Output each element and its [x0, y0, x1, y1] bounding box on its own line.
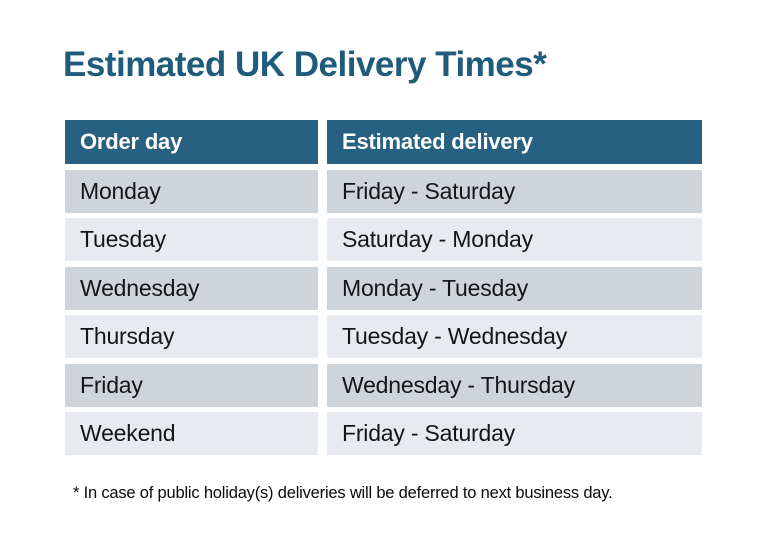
cell-delivery: Saturday - Monday	[327, 218, 702, 261]
delivery-times-table: Order day Estimated delivery Monday Frid…	[65, 120, 702, 455]
cell-order-day: Weekend	[65, 412, 318, 455]
cell-delivery: Monday - Tuesday	[327, 266, 702, 310]
cell-order-day: Tuesday	[65, 218, 318, 261]
footnote: * In case of public holiday(s) deliverie…	[73, 484, 613, 502]
cell-order-day: Thursday	[65, 315, 318, 358]
cell-order-day: Friday	[65, 363, 318, 407]
column-header-order-day: Order day	[65, 120, 318, 164]
cell-delivery: Wednesday - Thursday	[327, 363, 702, 407]
page-title: Estimated UK Delivery Times*	[63, 45, 547, 84]
cell-order-day: Monday	[65, 169, 318, 213]
cell-delivery: Friday - Saturday	[327, 169, 702, 213]
column-header-estimated-delivery: Estimated delivery	[327, 120, 702, 164]
cell-delivery: Tuesday - Wednesday	[327, 315, 702, 358]
cell-order-day: Wednesday	[65, 266, 318, 310]
cell-delivery: Friday - Saturday	[327, 412, 702, 455]
